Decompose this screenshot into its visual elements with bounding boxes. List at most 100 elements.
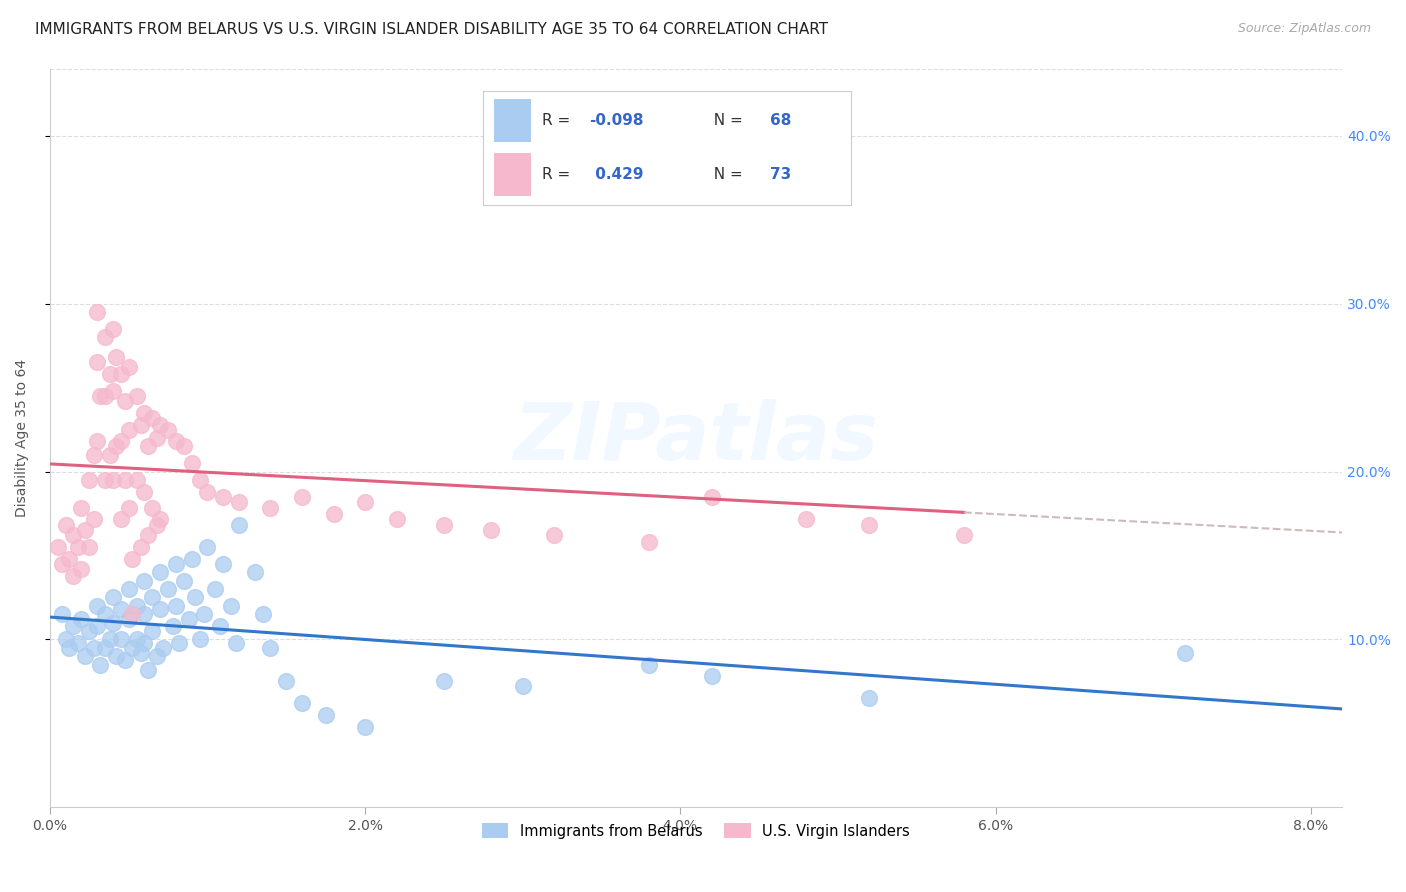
Point xyxy=(117,501,139,516)
Point xyxy=(62,619,84,633)
Point xyxy=(86,355,108,369)
Point xyxy=(136,663,159,677)
Point xyxy=(121,552,143,566)
Point xyxy=(149,511,172,525)
Text: ZIPatlas: ZIPatlas xyxy=(513,399,879,477)
Point xyxy=(98,448,121,462)
Point xyxy=(165,434,187,449)
Text: IMMIGRANTS FROM BELARUS VS U.S. VIRGIN ISLANDER DISABILITY AGE 35 TO 64 CORRELAT: IMMIGRANTS FROM BELARUS VS U.S. VIRGIN I… xyxy=(35,22,828,37)
Point xyxy=(225,636,247,650)
Point xyxy=(858,518,880,533)
Point xyxy=(114,394,136,409)
Point xyxy=(953,528,976,542)
Point xyxy=(141,410,163,425)
Point xyxy=(101,473,124,487)
Point xyxy=(700,490,723,504)
Point xyxy=(110,434,132,449)
Point xyxy=(315,708,337,723)
Point xyxy=(73,649,96,664)
Point xyxy=(252,607,274,622)
Point xyxy=(146,649,169,664)
Point xyxy=(83,640,105,655)
Point xyxy=(51,607,73,622)
Point xyxy=(291,490,314,504)
Point xyxy=(134,636,156,650)
Point xyxy=(86,434,108,449)
Point xyxy=(512,680,534,694)
Point xyxy=(117,612,139,626)
Point xyxy=(212,490,235,504)
Point xyxy=(70,501,93,516)
Point xyxy=(129,417,152,432)
Point xyxy=(146,518,169,533)
Point xyxy=(173,439,195,453)
Point xyxy=(188,632,211,647)
Point xyxy=(83,448,105,462)
Point xyxy=(243,566,266,580)
Point xyxy=(70,612,93,626)
Point xyxy=(77,624,100,638)
Point xyxy=(86,305,108,319)
Point xyxy=(117,360,139,375)
Point xyxy=(858,691,880,706)
Point xyxy=(149,566,172,580)
Point xyxy=(121,607,143,622)
Point xyxy=(167,636,190,650)
Point xyxy=(177,612,200,626)
Point xyxy=(479,524,502,538)
Point xyxy=(193,607,215,622)
Point xyxy=(433,518,456,533)
Point xyxy=(55,518,77,533)
Point xyxy=(94,640,117,655)
Point xyxy=(149,417,172,432)
Point xyxy=(125,632,148,647)
Point xyxy=(101,384,124,398)
Point xyxy=(86,599,108,613)
Point xyxy=(70,562,93,576)
Point xyxy=(479,153,502,168)
Point xyxy=(101,591,124,605)
Point xyxy=(101,322,124,336)
Point xyxy=(197,484,219,499)
Point xyxy=(105,649,128,664)
Point xyxy=(157,582,180,596)
Point xyxy=(55,632,77,647)
Point xyxy=(322,507,344,521)
Point xyxy=(700,669,723,683)
Point xyxy=(197,540,219,554)
Point xyxy=(77,540,100,554)
Point xyxy=(180,456,202,470)
Point xyxy=(129,540,152,554)
Point xyxy=(212,557,235,571)
Point xyxy=(98,632,121,647)
Point xyxy=(188,473,211,487)
Point xyxy=(291,696,314,710)
Point xyxy=(385,511,408,525)
Point xyxy=(146,431,169,445)
Point xyxy=(125,473,148,487)
Point xyxy=(141,591,163,605)
Point xyxy=(543,528,565,542)
Point xyxy=(94,389,117,403)
Point xyxy=(228,495,250,509)
Point xyxy=(101,615,124,630)
Point xyxy=(94,473,117,487)
Point xyxy=(637,657,659,672)
Point xyxy=(89,657,111,672)
Point xyxy=(141,501,163,516)
Point xyxy=(46,540,69,554)
Point xyxy=(259,501,281,516)
Point xyxy=(51,557,73,571)
Point xyxy=(134,574,156,588)
Point xyxy=(121,640,143,655)
Point xyxy=(796,511,818,525)
Point xyxy=(73,524,96,538)
Point xyxy=(162,619,184,633)
Point xyxy=(62,528,84,542)
Point xyxy=(157,423,180,437)
Point xyxy=(141,624,163,638)
Point xyxy=(433,674,456,689)
Point xyxy=(134,607,156,622)
Point xyxy=(67,540,90,554)
Point xyxy=(165,599,187,613)
